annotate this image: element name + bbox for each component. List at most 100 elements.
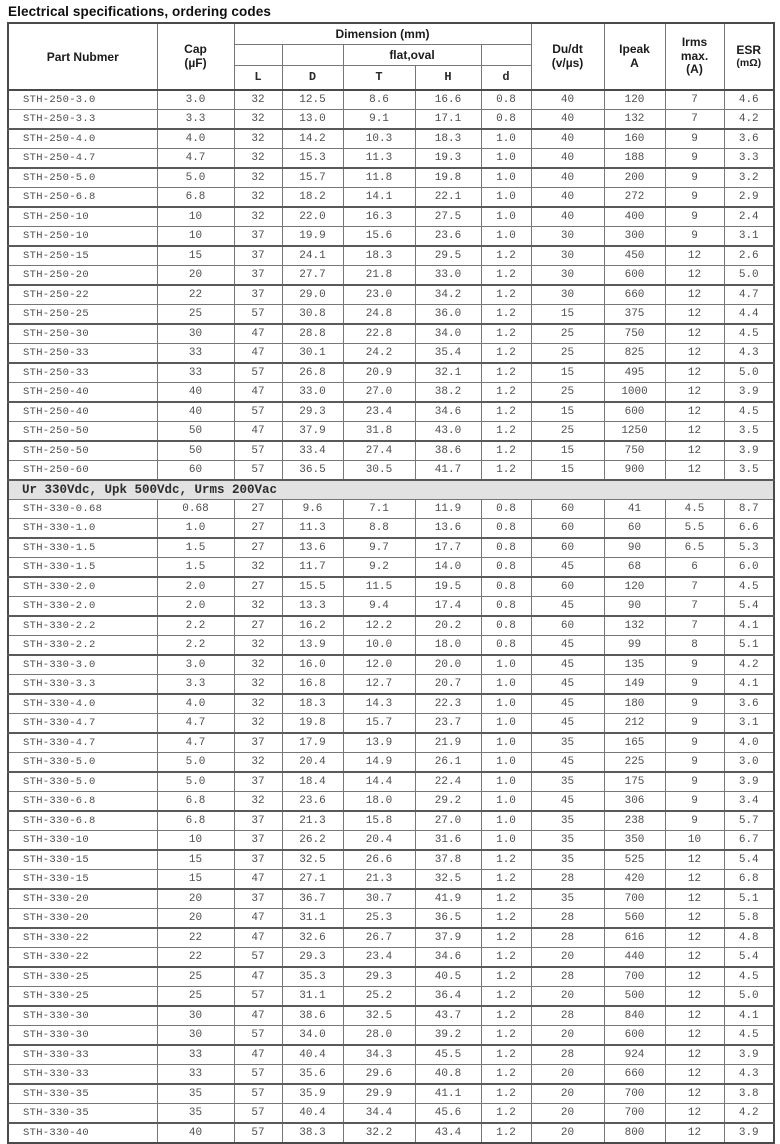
value-cell: 1.2: [480, 1025, 532, 1046]
value-cell: 60: [530, 576, 605, 597]
value-cell: 8: [664, 635, 725, 656]
value-cell: 30: [156, 323, 235, 344]
value-cell: 18.3: [281, 693, 344, 714]
value-cell: 0.8: [480, 596, 532, 617]
value-cell: 7.1: [342, 499, 416, 519]
value-cell: 32: [233, 557, 283, 578]
value-cell: 8.6: [342, 89, 416, 110]
part-number-cell: STH-330-33: [7, 1064, 158, 1085]
value-cell: 6.8: [156, 810, 235, 831]
value-cell: 6: [664, 557, 725, 578]
value-cell: 17.9: [281, 732, 344, 753]
value-cell: 180: [603, 693, 666, 714]
value-cell: 6.0: [723, 557, 775, 578]
value-cell: 27: [233, 537, 283, 558]
part-number-cell: STH-330-20: [7, 908, 158, 929]
value-cell: 3.9: [723, 1122, 775, 1144]
value-cell: 1.0: [480, 752, 532, 773]
value-cell: 188: [603, 148, 666, 169]
value-cell: 22.3: [414, 693, 482, 714]
value-cell: 35: [530, 732, 605, 753]
spec-table: Part Nubmer Cap (µF) Dimension (mm) Du/d…: [7, 22, 776, 1144]
value-cell: 18.3: [342, 245, 416, 266]
table-row: STH-330-6.8 6.8 32 23.6 18.0 29.2 1.0 45 306 9 3.4: [7, 791, 775, 812]
value-cell: 27: [233, 576, 283, 597]
value-cell: 4.0: [723, 732, 775, 753]
part-number-cell: STH-250-20: [7, 265, 158, 286]
value-cell: 57: [233, 1083, 283, 1104]
value-cell: 26.2: [281, 830, 344, 851]
value-cell: 22.0: [281, 206, 344, 227]
value-cell: 25: [156, 966, 235, 987]
value-cell: 32: [233, 713, 283, 734]
value-cell: 37: [233, 888, 283, 909]
value-cell: 20.4: [281, 752, 344, 773]
value-cell: 26.1: [414, 752, 482, 773]
value-cell: 3.1: [723, 713, 775, 734]
part-number-cell: STH-250-50: [7, 421, 158, 442]
value-cell: 4.7: [723, 284, 775, 305]
value-cell: 37: [233, 810, 283, 831]
table-row: STH-250-33 33 57 26.8 20.9 32.1 1.2 15 495 12 5.0: [7, 362, 775, 383]
value-cell: 57: [233, 1103, 283, 1124]
value-cell: 1.0: [480, 148, 532, 169]
value-cell: 9: [664, 752, 725, 773]
value-cell: 7: [664, 109, 725, 130]
value-cell: 40: [530, 109, 605, 130]
value-cell: 1.2: [480, 284, 532, 305]
value-cell: 5.0: [156, 167, 235, 188]
col-header-cap: Cap (µF): [156, 22, 235, 91]
value-cell: 4.4: [723, 304, 775, 325]
cap-label-line1: Cap: [184, 41, 207, 56]
value-cell: 0.8: [480, 109, 532, 130]
table-row: STH-330-33 33 57 35.6 29.6 40.8 1.2 20 660 12 4.3: [7, 1064, 775, 1085]
value-cell: 1.2: [480, 440, 532, 461]
value-cell: 9: [664, 226, 725, 247]
value-cell: 1.0: [480, 810, 532, 831]
value-cell: 1.2: [480, 1103, 532, 1124]
value-cell: 37: [233, 245, 283, 266]
value-cell: 33.0: [414, 265, 482, 286]
value-cell: 0.8: [480, 635, 532, 656]
value-cell: 450: [603, 245, 666, 266]
value-cell: 57: [233, 401, 283, 422]
value-cell: 40: [530, 206, 605, 227]
value-cell: 1.2: [480, 1083, 532, 1104]
part-number-cell: STH-330-35: [7, 1103, 158, 1124]
value-cell: 8.8: [342, 518, 416, 539]
value-cell: 12: [664, 908, 725, 929]
table-row: STH-250-6.8 6.8 32 18.2 14.1 22.1 1.0 40 272 9 2.9: [7, 187, 775, 208]
value-cell: 35.9: [281, 1083, 344, 1104]
value-cell: 27: [233, 518, 283, 539]
value-cell: 13.3: [281, 596, 344, 617]
dudt-label-line2: (v/µs): [551, 55, 584, 70]
value-cell: 34.6: [414, 401, 482, 422]
table-row: STH-330-1.5 1.5 32 11.7 9.2 14.0 0.8 45 68 6 6.0: [7, 557, 775, 578]
value-cell: 33: [156, 343, 235, 364]
value-cell: 24.1: [281, 245, 344, 266]
col-header-H: H: [414, 64, 482, 91]
part-number-cell: STH-250-15: [7, 245, 158, 266]
value-cell: 41.9: [414, 888, 482, 909]
header-row-1: Part Nubmer Cap (µF) Dimension (mm) Du/d…: [7, 22, 775, 91]
value-cell: 45: [530, 674, 605, 695]
value-cell: 1.2: [480, 1005, 532, 1026]
value-cell: 22: [156, 927, 235, 948]
value-cell: 1.0: [480, 187, 532, 208]
value-cell: 0.8: [480, 576, 532, 597]
value-cell: 8.7: [723, 499, 775, 519]
value-cell: 34.0: [281, 1025, 344, 1046]
value-cell: 2.6: [723, 245, 775, 266]
value-cell: 15.5: [281, 576, 344, 597]
value-cell: 12: [664, 888, 725, 909]
value-cell: 32: [233, 635, 283, 656]
value-cell: 132: [603, 109, 666, 130]
part-number-cell: STH-330-2.2: [7, 635, 158, 656]
header-row-2: flat,oval: [8, 43, 774, 66]
value-cell: 1.2: [480, 1064, 532, 1085]
value-cell: 16.6: [414, 89, 482, 110]
value-cell: 18.0: [342, 791, 416, 812]
value-cell: 13.9: [342, 732, 416, 753]
value-cell: 47: [233, 382, 283, 403]
value-cell: 12: [664, 927, 725, 948]
